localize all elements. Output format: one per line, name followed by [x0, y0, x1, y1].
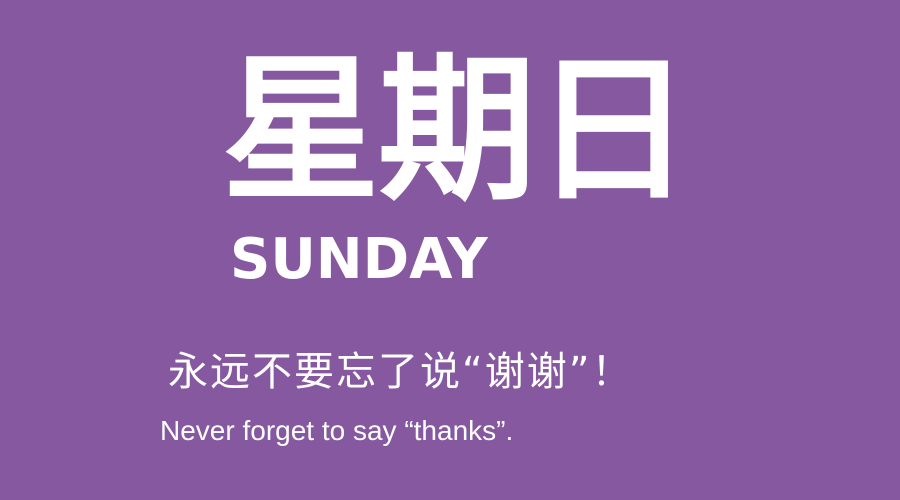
weekday-title-chinese: 星期日 — [222, 39, 692, 223]
weekday-title-english: SUNDAY — [230, 227, 488, 292]
quote-english: Never forget to say “thanks”. — [160, 415, 514, 446]
quote-chinese: 永远不要忘了说“谢谢”！ — [168, 349, 634, 395]
